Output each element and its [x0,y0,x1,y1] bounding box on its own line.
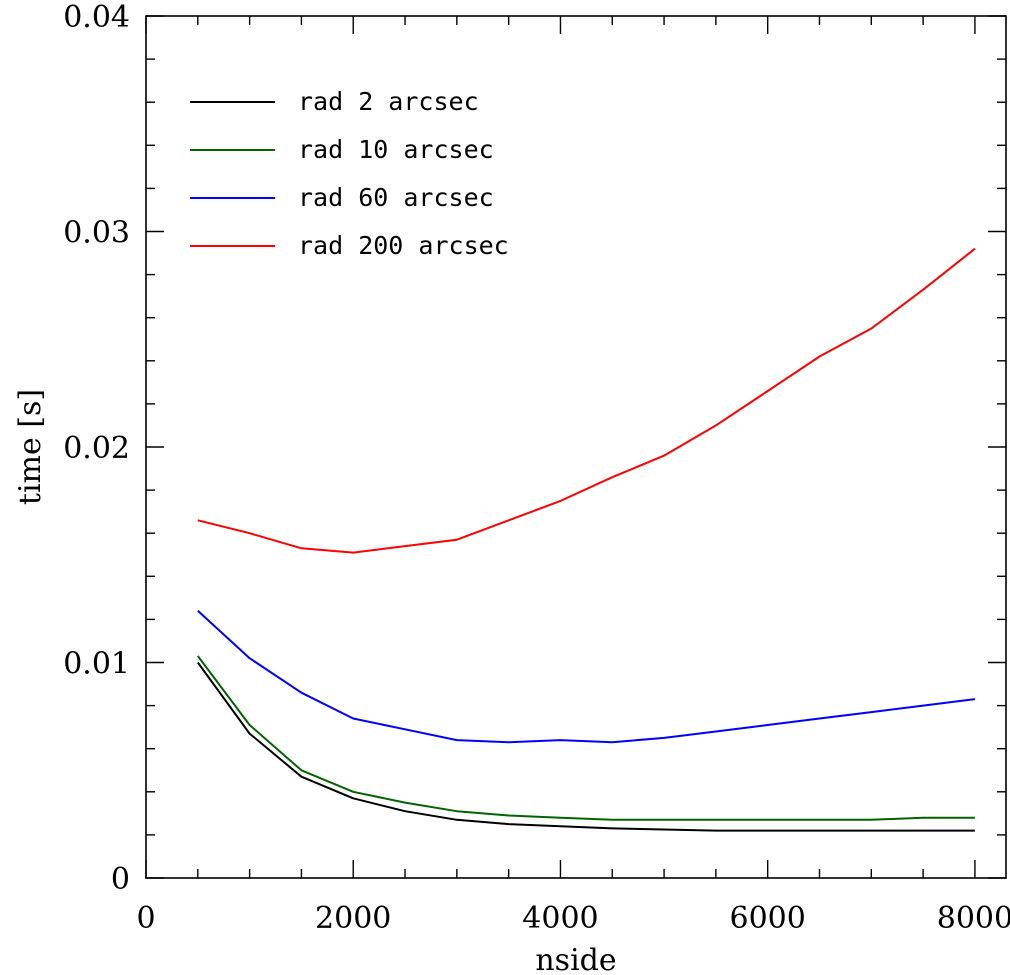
series-line-rad-2-arcsec [196,661,975,832]
legend-label: rad 200 arcsec [298,231,509,260]
y-tick-label: 0.03 [63,216,130,251]
series-line-rad-60-arcsec [197,610,976,744]
x-tick-label: 8000 [937,901,1010,936]
legend-label: rad 2 arcsec [298,87,479,116]
legend: rad 2 arcsec rad 10 arcsec rad 60 arcsec ra… [190,87,509,260]
series-line-rad-10-arcsec [197,655,975,821]
legend-label: rad 10 arcsec [298,135,494,164]
y-axis-title: time [s] [13,389,48,505]
y-tick-label: 0.01 [63,647,130,682]
x-axis-title: nside [535,943,616,975]
y-tick-label: 0.04 [63,0,130,35]
x-tick-label: 4000 [522,901,598,936]
plot-frame [145,15,1007,879]
series-lines [196,247,976,832]
y-tick-label: 0.02 [63,431,130,466]
series-line-rad-200-arcsec [197,247,976,554]
legend-label: rad 60 arcsec [298,183,494,212]
axis-ticks [145,15,1006,879]
y-tick-label: 0 [111,862,130,897]
x-tick-label: 2000 [315,901,391,936]
x-tick-label: 6000 [730,901,806,936]
axis-tick-labels: 0 2000 4000 6000 8000 0 0.01 0.02 0.03 0.04 [63,0,1010,936]
x-tick-label: 0 [136,901,155,936]
